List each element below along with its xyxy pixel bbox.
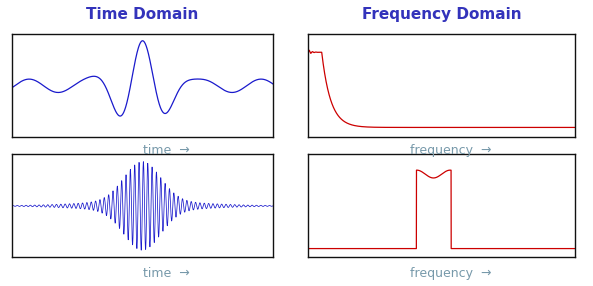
Text: frequency  →: frequency → (410, 267, 492, 280)
Text: Frequency Domain: Frequency Domain (362, 7, 522, 22)
Text: time  →: time → (143, 144, 189, 157)
Text: time  →: time → (143, 267, 189, 280)
Text: frequency  →: frequency → (410, 144, 492, 157)
Text: Time Domain: Time Domain (86, 7, 199, 22)
